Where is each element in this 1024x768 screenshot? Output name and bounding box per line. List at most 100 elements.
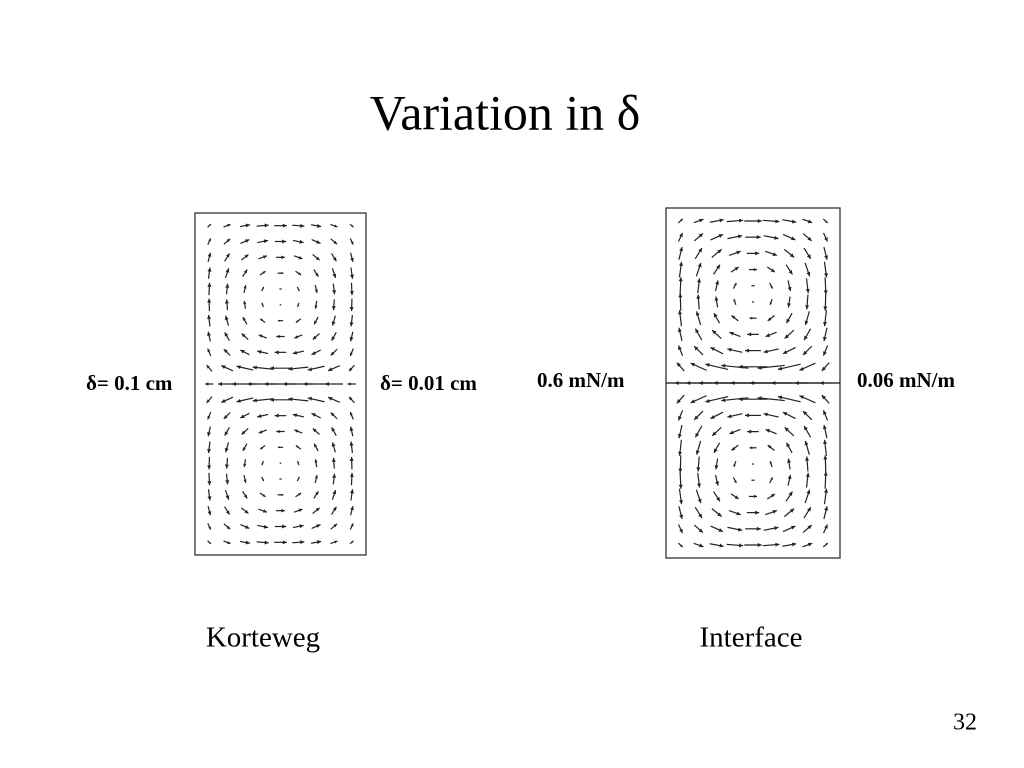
- vector-arrowhead: [207, 331, 211, 336]
- vector-arrowhead: [316, 240, 321, 244]
- vector-arrowhead: [736, 250, 741, 255]
- vector-arrowhead: [262, 509, 267, 513]
- vector-arrowhead: [314, 475, 318, 479]
- vector-arrowhead: [260, 318, 263, 322]
- vector-arrowhead: [823, 471, 828, 476]
- vector-arrowhead: [753, 267, 758, 272]
- vector-arrowhead: [717, 512, 722, 517]
- vector-arrowhead: [208, 541, 211, 544]
- vector-arrowhead: [328, 397, 333, 401]
- vector-arrowhead: [303, 382, 308, 386]
- vector-arrowhead: [734, 282, 737, 286]
- vector-arrowhead: [680, 218, 683, 222]
- vector-arrowhead: [716, 496, 720, 502]
- vector-arrowhead: [805, 305, 810, 310]
- vector-arrowhead: [330, 412, 335, 417]
- vector-arrowhead: [333, 523, 338, 528]
- vector-arrowhead: [738, 364, 743, 369]
- right-label: δ= 0.01 cm: [380, 371, 477, 395]
- vector-arrowhead: [252, 365, 257, 370]
- vector-arrowhead: [241, 333, 246, 338]
- vector-arrowhead: [802, 411, 808, 416]
- vector-arrowhead: [227, 224, 231, 227]
- vector-arrowhead: [331, 442, 336, 447]
- vector-arrowhead: [349, 322, 354, 327]
- vector-arrowhead: [312, 428, 317, 433]
- vector-arrowhead: [717, 249, 722, 254]
- vector-arrowhead: [747, 332, 752, 337]
- vector-arrowhead: [791, 542, 797, 547]
- vector-arrowhead: [824, 237, 828, 242]
- vector-arrowhead: [247, 382, 252, 386]
- vector-arrowhead: [223, 415, 228, 419]
- vector-arrowhead: [262, 478, 264, 482]
- vector-arrowhead: [224, 431, 229, 436]
- vector-arrowhead: [805, 456, 810, 461]
- vector-arrowhead: [713, 448, 718, 453]
- vector-arrowhead: [281, 508, 285, 513]
- vector-arrowhead: [789, 253, 795, 258]
- vector-arrowhead: [349, 426, 354, 431]
- vector-arrowhead: [347, 382, 351, 386]
- vector-arrowhead: [349, 489, 354, 494]
- vector-arrowhead: [311, 351, 316, 355]
- vector-field-korteweg: [194, 212, 367, 556]
- vector-arrowhead: [243, 285, 247, 289]
- vector-arrowhead: [695, 328, 700, 334]
- vector-arrowhead: [787, 458, 792, 463]
- vector-arrowhead: [226, 525, 231, 530]
- vector-arrowhead: [223, 349, 228, 353]
- left-label: 0.6 mN/m: [537, 368, 625, 392]
- vector-arrowhead: [349, 472, 354, 477]
- vector-arrowhead: [769, 461, 773, 464]
- vector-arrowhead: [736, 511, 741, 516]
- vector-arrowhead: [804, 440, 809, 446]
- vector-arrowhead: [297, 288, 300, 292]
- vector-arrowhead: [715, 481, 720, 486]
- vector-arrowhead: [679, 528, 683, 534]
- vector-arrowhead: [264, 382, 269, 386]
- vector-arrowhead: [710, 415, 715, 419]
- vector-arrowhead: [297, 304, 299, 307]
- vector-arrowhead: [243, 300, 247, 305]
- vector-arrowhead: [226, 238, 231, 243]
- vector-arrowhead: [241, 430, 246, 435]
- vector-arrowhead: [749, 316, 753, 320]
- vector-arrowhead: [825, 220, 828, 223]
- vector-arrowhead: [787, 474, 792, 480]
- vector-arrowhead: [757, 543, 762, 548]
- vector-arrowhead: [334, 224, 338, 228]
- vector-arrowhead: [224, 315, 229, 321]
- vector-arrowhead: [733, 299, 736, 302]
- vector-arrowhead: [315, 507, 320, 512]
- vector-arrowhead: [763, 412, 768, 417]
- vector-arrowhead: [713, 381, 718, 385]
- vector-arrowhead: [258, 430, 263, 434]
- vector-arrowhead: [755, 510, 760, 515]
- vector-arrowhead: [767, 317, 772, 321]
- vector-arrowhead: [292, 350, 298, 355]
- vector-arrowhead: [789, 508, 795, 513]
- vector-arrowhead: [269, 397, 274, 402]
- vector-arrowhead: [806, 271, 811, 277]
- vector-arrowhead: [277, 319, 280, 322]
- vector-arrowhead: [277, 446, 280, 449]
- vector-arrowhead: [823, 351, 827, 356]
- vector-arrowhead: [765, 429, 771, 433]
- vector-arrowhead: [738, 397, 743, 402]
- vector-arrow: [721, 364, 749, 369]
- vector-arrowhead: [696, 294, 701, 299]
- vector-arrowhead: [328, 367, 333, 371]
- vector-arrowhead: [806, 254, 811, 259]
- vector-arrowhead: [207, 298, 212, 303]
- vector-arrowhead: [824, 506, 829, 511]
- vector-arrowhead: [269, 366, 274, 371]
- vector-arrowhead: [244, 239, 250, 243]
- vector-arrowhead: [311, 413, 316, 417]
- vector-arrowhead: [719, 543, 724, 548]
- vector-arrowhead: [765, 333, 771, 337]
- vector-arrowhead: [276, 334, 280, 339]
- vector-arrowhead: [295, 320, 299, 323]
- vector-arrow: [757, 364, 785, 369]
- vector-arrowhead: [244, 254, 249, 259]
